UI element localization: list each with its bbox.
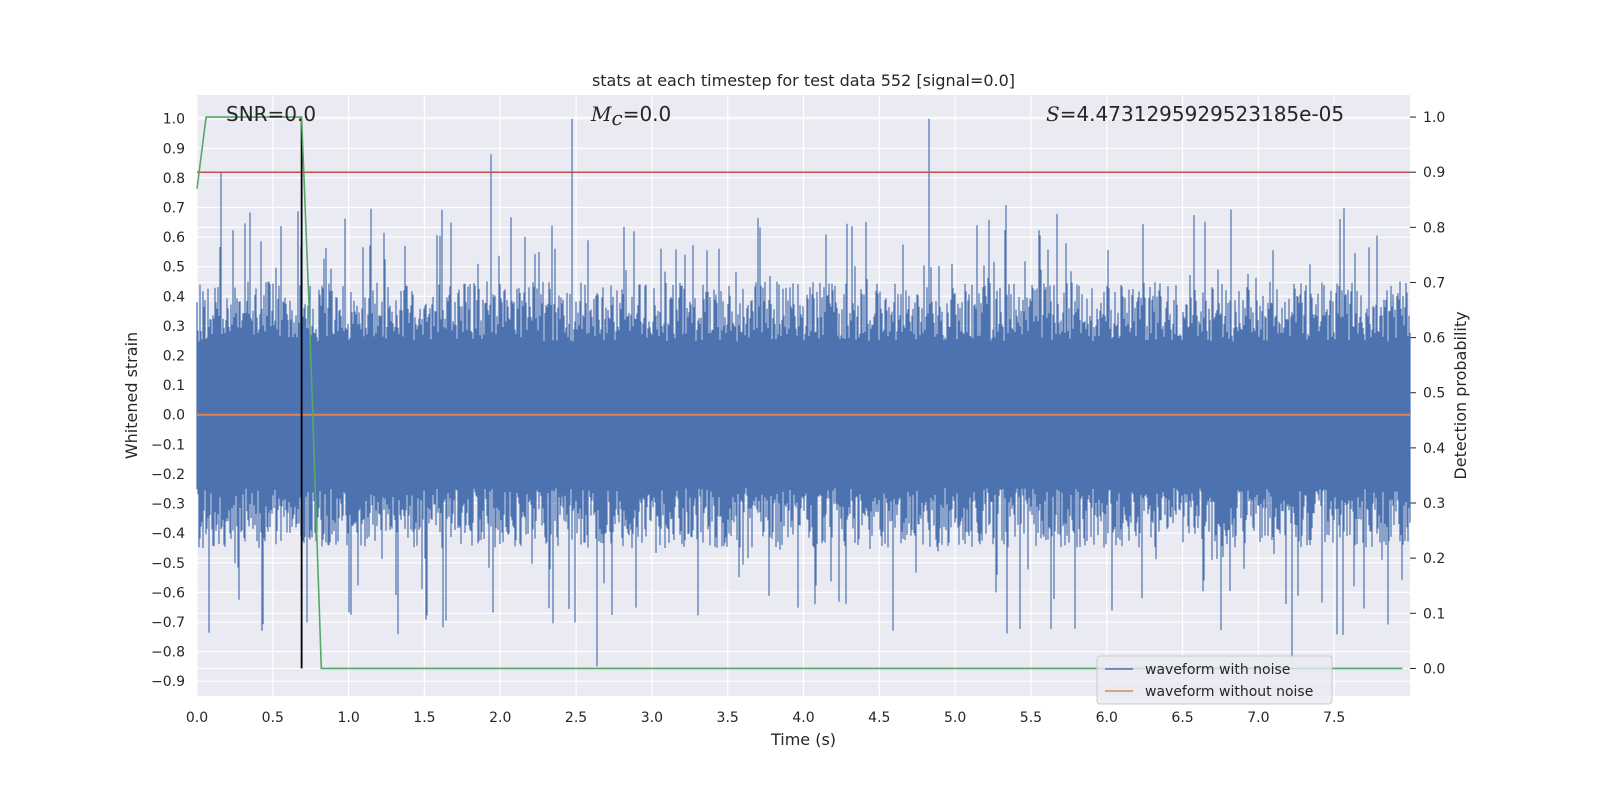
y-tick-label: 0.9 xyxy=(163,141,185,157)
y-tick-label: 0.2 xyxy=(163,349,185,365)
y-tick-label: −0.8 xyxy=(151,645,185,661)
x-tick-label: 7.0 xyxy=(1247,710,1269,726)
y-axis-label: Whitened strain xyxy=(122,332,141,459)
x-tick-label: 1.0 xyxy=(337,710,359,726)
x-tick-label: 0.0 xyxy=(186,710,208,726)
mc-symbol: M xyxy=(590,102,612,126)
y2-tick-label: 0.9 xyxy=(1423,165,1445,181)
y2-tick-label: 0.3 xyxy=(1423,496,1445,512)
y2-tick-label: 0.6 xyxy=(1423,331,1445,347)
y2-tick-label: 0.8 xyxy=(1423,220,1445,236)
y-tick-label: 0.3 xyxy=(163,319,185,335)
y-tick-label: 0.6 xyxy=(163,230,185,246)
chirp-mass-annotation: Mc=0.0 xyxy=(590,102,671,130)
series-waveform-with-noise xyxy=(196,118,1411,667)
y2-axis-ticks: 1.0 0.9 0.8 0.7 0.6 0.5 0.4 0.3 0.2 0.1 0.0 xyxy=(1410,110,1445,677)
y-tick-label: −0.9 xyxy=(151,674,185,690)
y2-tick-label: 0.5 xyxy=(1423,386,1445,402)
y-tick-label: −0.7 xyxy=(151,615,185,631)
x-tick-label: 4.0 xyxy=(792,710,814,726)
mc-value: =0.0 xyxy=(623,102,672,126)
y-tick-label: −0.6 xyxy=(151,585,185,601)
chart-title: stats at each timestep for test data 552… xyxy=(592,71,1015,90)
x-tick-label: 7.5 xyxy=(1323,710,1345,726)
x-tick-label: 3.5 xyxy=(717,710,739,726)
y-tick-label: 0.8 xyxy=(163,171,185,187)
mc-subscript: c xyxy=(611,106,622,130)
y-tick-label: −0.5 xyxy=(151,556,185,572)
y2-tick-label: 0.1 xyxy=(1423,606,1445,622)
x-tick-label: 5.5 xyxy=(1020,710,1042,726)
legend-label-clean: waveform without noise xyxy=(1145,684,1313,700)
y2-tick-label: 0.7 xyxy=(1423,275,1445,291)
x-tick-label: 5.0 xyxy=(944,710,966,726)
y2-tick-label: 0.0 xyxy=(1423,661,1445,677)
x-tick-label: 1.5 xyxy=(413,710,435,726)
y-tick-label: −0.1 xyxy=(151,437,185,453)
legend-box xyxy=(1096,655,1333,705)
y2-tick-label: 1.0 xyxy=(1423,110,1445,126)
y-tick-label: −0.2 xyxy=(151,467,185,483)
x-tick-label: 6.5 xyxy=(1171,710,1193,726)
y2-tick-label: 0.4 xyxy=(1423,441,1445,457)
y-tick-label: 0.4 xyxy=(163,289,185,305)
x-axis-ticks: 0.0 0.5 1.0 1.5 2.0 2.5 3.0 3.5 4.0 4.5 5.0 5.5 6.0 6… xyxy=(186,710,1345,726)
y-tick-label: −0.3 xyxy=(151,497,185,513)
x-tick-label: 6.0 xyxy=(1096,710,1118,726)
statistic-annotation: S=4.4731295929523185e-05 xyxy=(1046,102,1344,126)
y-tick-label: 0.1 xyxy=(163,378,185,394)
x-tick-label: 2.0 xyxy=(489,710,511,726)
noise-waveform-path xyxy=(196,118,1411,667)
y-tick-label: 0.0 xyxy=(163,408,185,424)
legend-label-noise: waveform with noise xyxy=(1145,662,1290,678)
y2-axis-label: Detection probability xyxy=(1451,311,1470,479)
x-tick-label: 2.5 xyxy=(565,710,587,726)
x-tick-label: 4.5 xyxy=(868,710,890,726)
y-axis-ticks: 1.0 0.9 0.8 0.7 0.6 0.5 0.4 0.3 0.2 0.1 0.0 −0.1 −0.… xyxy=(151,112,185,691)
x-tick-label: 3.0 xyxy=(641,710,663,726)
y-tick-label: 0.7 xyxy=(163,201,185,217)
y-tick-label: 1.0 xyxy=(163,112,185,128)
s-value: =4.4731295929523185e-05 xyxy=(1060,102,1344,126)
y2-tick-label: 0.2 xyxy=(1423,551,1445,567)
legend: waveform with noise waveform without noi… xyxy=(1096,655,1333,705)
x-axis-label: Time (s) xyxy=(770,730,836,749)
y-tick-label: −0.4 xyxy=(151,526,185,542)
series-detection-probability xyxy=(196,116,1403,670)
y-tick-label: 0.5 xyxy=(163,260,185,276)
snr-annotation: SNR=0.0 xyxy=(226,102,316,126)
x-tick-label: 0.5 xyxy=(262,710,284,726)
s-symbol: S xyxy=(1046,102,1060,126)
